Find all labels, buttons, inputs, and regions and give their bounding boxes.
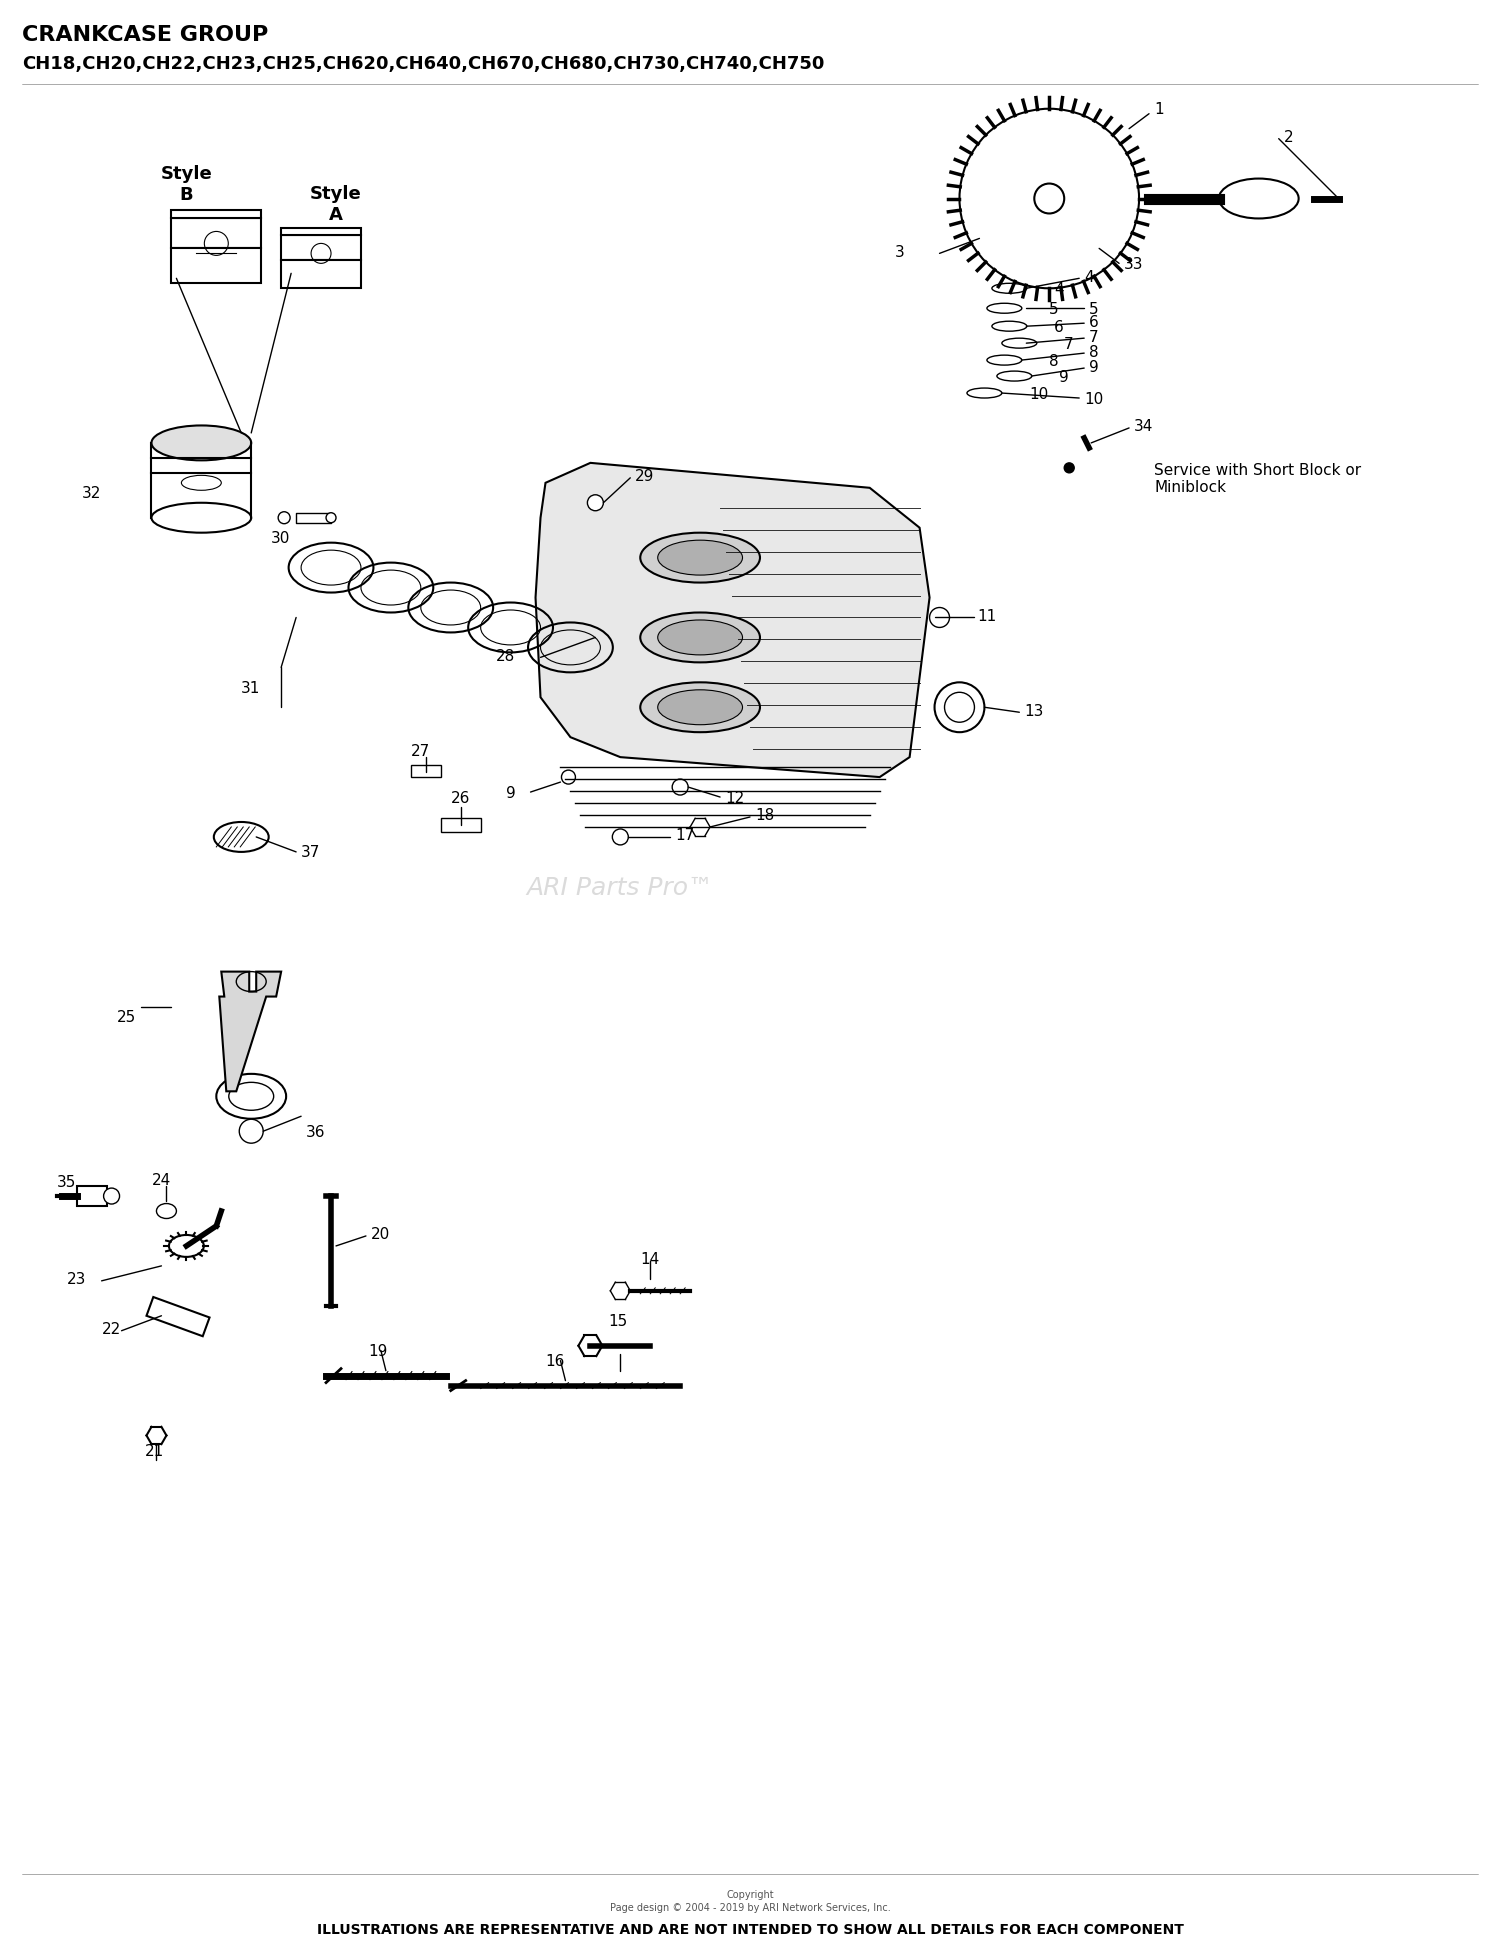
Text: 34: 34 — [1134, 419, 1154, 434]
Text: 25: 25 — [117, 1010, 136, 1024]
Text: 20: 20 — [370, 1227, 390, 1241]
Circle shape — [240, 1119, 262, 1144]
Ellipse shape — [152, 504, 250, 533]
Bar — [147, 1297, 210, 1336]
Text: ILLUSTRATIONS ARE REPRESENTATIVE AND ARE NOT INTENDED TO SHOW ALL DETAILS FOR EA: ILLUSTRATIONS ARE REPRESENTATIVE AND ARE… — [316, 1922, 1184, 1937]
Text: 26: 26 — [450, 789, 470, 805]
Text: 4: 4 — [1054, 281, 1064, 297]
Bar — [411, 766, 441, 778]
Text: 7: 7 — [1064, 337, 1074, 351]
Text: 31: 31 — [242, 681, 261, 696]
Text: 8: 8 — [1050, 353, 1059, 368]
Bar — [441, 818, 480, 832]
Polygon shape — [536, 463, 930, 778]
Text: 5: 5 — [1089, 302, 1100, 316]
Circle shape — [1035, 184, 1064, 215]
Text: 16: 16 — [546, 1353, 566, 1369]
Text: 27: 27 — [411, 743, 430, 758]
Polygon shape — [219, 971, 280, 1092]
Text: 8: 8 — [1089, 345, 1100, 359]
Text: 28: 28 — [495, 648, 514, 663]
Text: 11: 11 — [978, 609, 996, 624]
Text: 36: 36 — [306, 1125, 326, 1138]
Text: 3: 3 — [894, 244, 904, 260]
Text: 18: 18 — [754, 809, 774, 822]
Text: Service with Short Block or
Miniblock: Service with Short Block or Miniblock — [1154, 461, 1360, 494]
Bar — [76, 1187, 106, 1206]
Text: 22: 22 — [102, 1322, 122, 1336]
Text: 37: 37 — [302, 845, 321, 861]
Bar — [280, 262, 362, 289]
Text: CH18,CH20,CH22,CH23,CH25,CH620,CH640,CH670,CH680,CH730,CH740,CH750: CH18,CH20,CH22,CH23,CH25,CH620,CH640,CH6… — [22, 54, 824, 74]
Circle shape — [930, 609, 950, 628]
Text: 2: 2 — [1284, 130, 1293, 145]
Ellipse shape — [152, 427, 250, 461]
Text: 5: 5 — [1050, 302, 1059, 316]
Text: Copyright: Copyright — [726, 1889, 774, 1900]
Text: 24: 24 — [152, 1171, 171, 1187]
Text: 14: 14 — [640, 1253, 660, 1266]
Ellipse shape — [640, 613, 760, 663]
Ellipse shape — [657, 620, 742, 655]
Text: 9: 9 — [506, 785, 516, 801]
Text: 23: 23 — [66, 1272, 86, 1287]
Bar — [171, 250, 261, 285]
Text: Style
A: Style A — [310, 184, 362, 223]
Circle shape — [672, 779, 688, 795]
Text: 29: 29 — [636, 469, 654, 485]
Text: ARI Parts Pro™: ARI Parts Pro™ — [526, 874, 714, 900]
Text: 6: 6 — [1054, 320, 1064, 335]
Text: 19: 19 — [368, 1344, 387, 1359]
Text: 35: 35 — [57, 1173, 76, 1189]
Text: 33: 33 — [1124, 256, 1143, 271]
Text: Page design © 2004 - 2019 by ARI Network Services, Inc.: Page design © 2004 - 2019 by ARI Network… — [609, 1902, 891, 1912]
Bar — [280, 229, 362, 237]
Bar — [280, 237, 362, 262]
Text: 13: 13 — [1024, 704, 1044, 717]
Circle shape — [104, 1189, 120, 1204]
Circle shape — [588, 496, 603, 512]
Ellipse shape — [657, 541, 742, 576]
Text: 4: 4 — [1084, 270, 1094, 285]
Text: 21: 21 — [144, 1443, 164, 1458]
Ellipse shape — [640, 683, 760, 733]
Circle shape — [1064, 463, 1074, 473]
Circle shape — [561, 770, 576, 785]
Text: 10: 10 — [1084, 392, 1104, 407]
Text: 10: 10 — [1029, 386, 1048, 401]
Text: 30: 30 — [272, 531, 291, 547]
Circle shape — [612, 830, 628, 845]
Text: CRANKCASE GROUP: CRANKCASE GROUP — [22, 25, 268, 45]
Bar — [171, 219, 261, 250]
Text: 6: 6 — [1089, 314, 1100, 330]
Ellipse shape — [657, 690, 742, 725]
Text: 7: 7 — [1089, 330, 1100, 345]
Text: 12: 12 — [724, 789, 744, 805]
Ellipse shape — [326, 514, 336, 524]
Text: 1: 1 — [1154, 103, 1164, 116]
Text: Style
B: Style B — [160, 165, 213, 204]
Text: 9: 9 — [1059, 370, 1070, 384]
Text: 9: 9 — [1089, 359, 1100, 374]
Bar — [296, 514, 332, 524]
Ellipse shape — [640, 533, 760, 584]
Text: 32: 32 — [81, 487, 100, 500]
Bar — [171, 211, 261, 219]
Text: 15: 15 — [609, 1313, 627, 1328]
Text: 17: 17 — [675, 828, 694, 843]
